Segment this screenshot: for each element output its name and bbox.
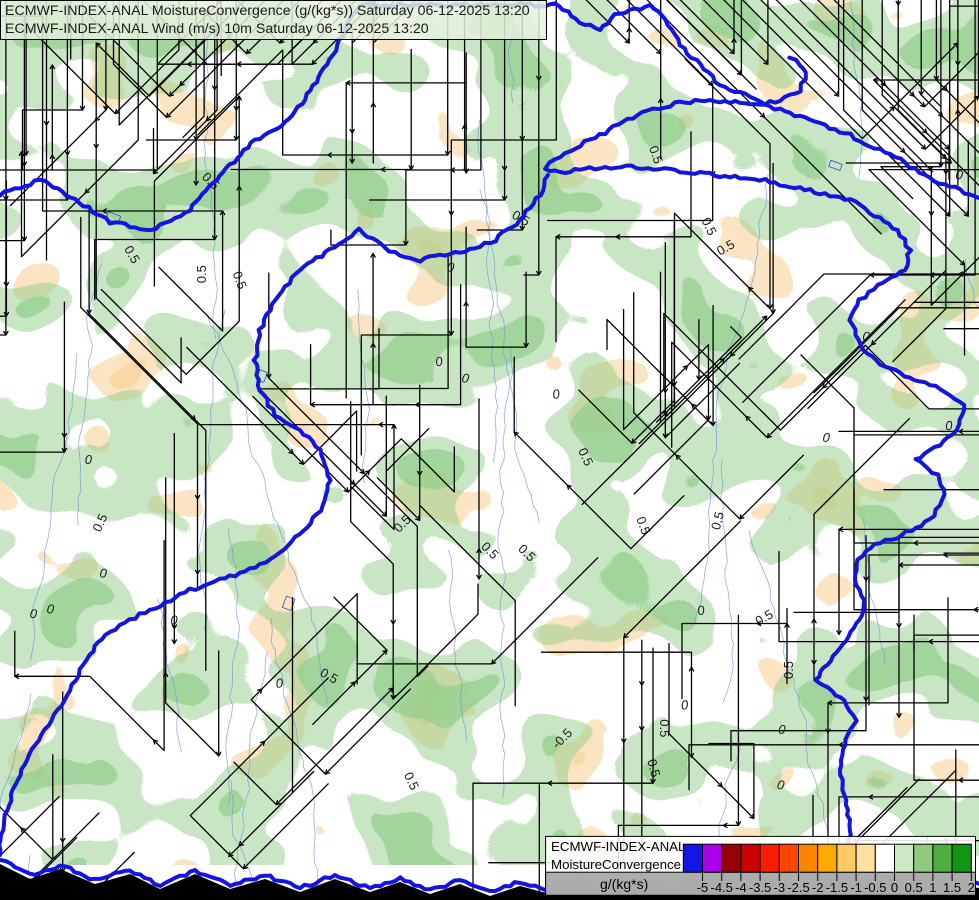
svg-text:ECMWF-INDEX-ANAL: ECMWF-INDEX-ANAL bbox=[551, 839, 685, 854]
svg-text:-3: -3 bbox=[774, 880, 786, 895]
svg-text:2: 2 bbox=[968, 880, 975, 895]
svg-text:-1.5: -1.5 bbox=[826, 880, 848, 895]
svg-text:-1: -1 bbox=[850, 880, 862, 895]
svg-text:-5: -5 bbox=[697, 880, 709, 895]
svg-text:1.5: 1.5 bbox=[943, 880, 961, 895]
svg-text:-4: -4 bbox=[735, 880, 747, 895]
svg-text:0.5: 0.5 bbox=[194, 265, 209, 283]
svg-text:0: 0 bbox=[891, 880, 898, 895]
svg-text:-4.5: -4.5 bbox=[710, 880, 732, 895]
svg-text:-3.5: -3.5 bbox=[749, 880, 771, 895]
svg-text:MoistureConvergence: MoistureConvergence bbox=[551, 857, 681, 872]
svg-text:g/(kg*s): g/(kg*s) bbox=[600, 876, 648, 892]
svg-text:ECMWF-INDEX-ANAL MoistureConve: ECMWF-INDEX-ANAL MoistureConvergence (g/… bbox=[5, 3, 530, 19]
svg-text:-0.5: -0.5 bbox=[864, 880, 886, 895]
svg-text:1: 1 bbox=[929, 880, 936, 895]
svg-text:0.5: 0.5 bbox=[781, 661, 796, 679]
svg-text:-2: -2 bbox=[812, 880, 824, 895]
svg-text:0: 0 bbox=[85, 452, 93, 467]
svg-text:0.5: 0.5 bbox=[905, 880, 923, 895]
svg-text:ECMWF-INDEX-ANAL Wind (m/s) 10: ECMWF-INDEX-ANAL Wind (m/s) 10m Saturday… bbox=[5, 21, 429, 37]
svg-text:-2.5: -2.5 bbox=[787, 880, 809, 895]
